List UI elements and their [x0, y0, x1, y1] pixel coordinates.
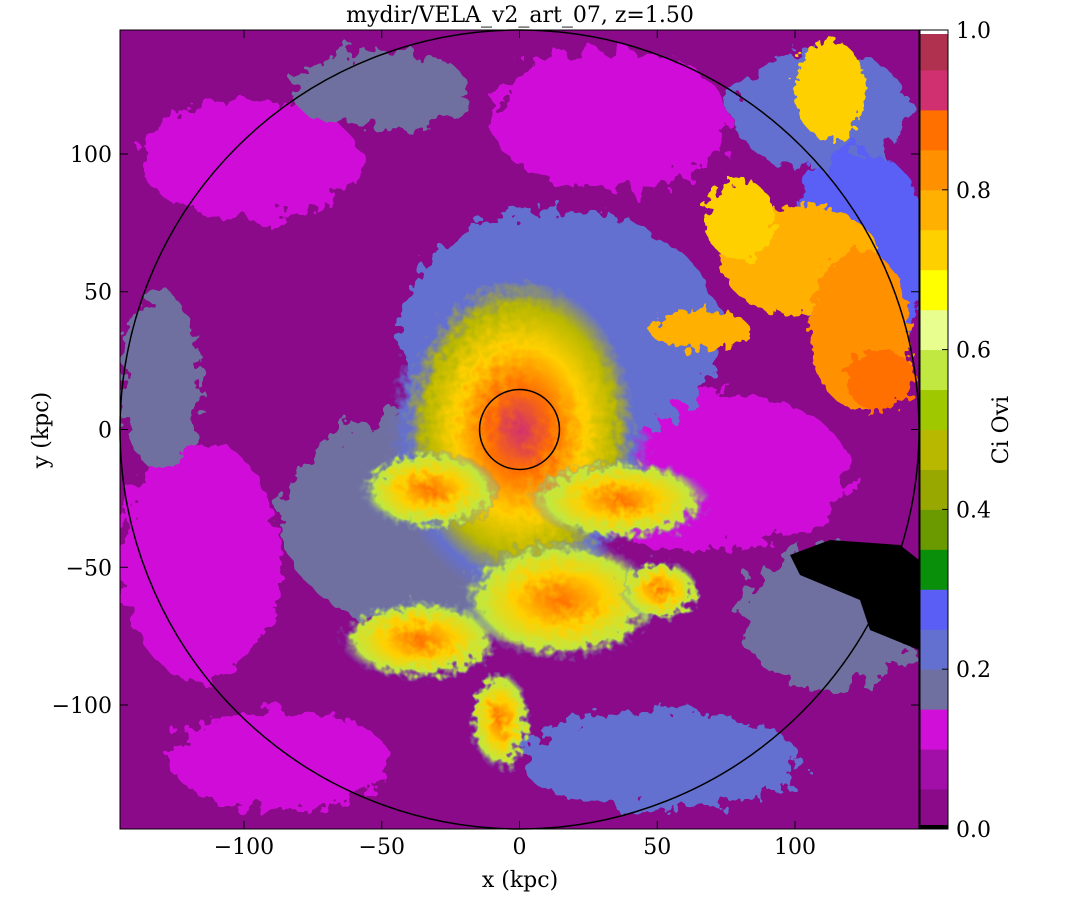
black-under-region [790, 540, 919, 650]
colorbar-bin [920, 509, 948, 550]
colorbar-bin [920, 709, 948, 750]
northeast-stream [650, 40, 915, 410]
central-galaxy [340, 260, 710, 770]
colorbar: 0.0 0.2 0.4 0.6 0.8 1.0 [919, 19, 991, 843]
x-tick-label: 100 [774, 835, 816, 860]
colorbar-label: Ci Ovi [989, 396, 1014, 464]
colorbar-bin [920, 749, 948, 790]
colorbar-bin [920, 789, 948, 830]
colorbar-bin [920, 349, 948, 391]
colorbar-bin [920, 549, 948, 590]
y-tick-label: 100 [70, 143, 112, 168]
colorbar-frame [919, 29, 949, 830]
y-tick-label: −50 [66, 556, 112, 581]
colorbar-bin [920, 229, 948, 271]
chart-title: mydir/VELA_v2_art_07, z=1.50 [346, 3, 694, 28]
y-axis: −100 −50 0 50 100 [52, 143, 919, 719]
colorbar-bin [920, 389, 948, 430]
colorbar-tick-label: 0.0 [956, 818, 991, 843]
x-tick-label: −100 [214, 835, 274, 860]
colorbar-tick-label: 0.4 [956, 498, 991, 523]
y-axis-label: y (kpc) [29, 392, 54, 469]
colorbar-bin [920, 469, 948, 510]
colorbar-bin [920, 189, 948, 231]
colorbar-bin [920, 109, 948, 151]
x-axis: −100 −50 0 50 100 [214, 30, 816, 860]
colorbar-bin [920, 589, 948, 630]
x-axis-label: x (kpc) [482, 868, 558, 893]
colorbar-bin [920, 149, 948, 191]
colorbar-bin [920, 669, 948, 710]
colorbar-bin [920, 629, 948, 670]
colorbar-bin [920, 269, 948, 311]
x-tick-label: 0 [513, 835, 527, 860]
colorbar-bin [920, 30, 948, 71]
colorbar-tick-label: 0.6 [956, 339, 991, 364]
y-tick-label: 50 [84, 281, 112, 306]
colorbar-bin [920, 309, 948, 351]
colorbar-bin [920, 69, 948, 111]
heatmap-image [120, 30, 919, 829]
colorbar-tick-label: 0.8 [956, 179, 991, 204]
colorbar-bin [920, 429, 948, 470]
inner-circle [478, 388, 561, 471]
colorbar-tick-label: 1.0 [956, 19, 991, 44]
y-tick-label: 0 [98, 419, 112, 444]
colorbar-over [920, 30, 948, 34]
colorbar-under [920, 825, 948, 829]
y-tick-label: −100 [52, 694, 112, 719]
colorbar-tick-label: 0.2 [956, 658, 991, 683]
x-tick-label: 50 [643, 835, 671, 860]
x-tick-label: −50 [359, 835, 405, 860]
